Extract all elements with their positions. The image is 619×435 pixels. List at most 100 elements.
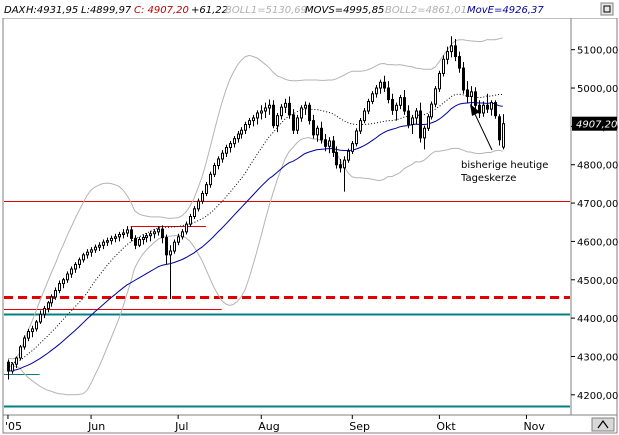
candle (15, 356, 18, 368)
candle (430, 101, 433, 120)
header-low: L:4899,97 (81, 5, 132, 16)
candle-body-up (252, 117, 255, 122)
candle (434, 86, 437, 108)
candle (332, 135, 335, 158)
candle (371, 91, 374, 105)
candle-body-up (74, 263, 77, 270)
candle (450, 36, 453, 58)
candle-body-up (201, 192, 204, 202)
candle (169, 245, 172, 299)
bollinger-upper-line (7, 37, 503, 360)
candle-body-up (102, 241, 105, 246)
x-axis-ticks: '05 Jun Jul Aug Sep Okt Nov (5, 415, 545, 433)
candle-body-up (39, 313, 42, 323)
candle-body-up (82, 254, 85, 261)
candle (399, 94, 402, 110)
candle-body-down (466, 89, 469, 97)
candle-body-up (229, 143, 232, 148)
candle-body-down (407, 110, 410, 125)
bollinger-lower-line (7, 136, 503, 396)
candle (442, 55, 445, 77)
x-axis-panel (2, 414, 618, 434)
last-price-box-bg (572, 116, 617, 131)
candle-body-up (173, 241, 176, 252)
candle-body-up (106, 240, 109, 243)
candle (438, 70, 441, 92)
candle-body-up (118, 234, 121, 238)
candle-body-down (292, 114, 295, 131)
candle-body-up (114, 236, 117, 239)
candle-body-up (276, 115, 279, 127)
candle (54, 287, 57, 300)
corner-icon[interactable] (591, 417, 615, 432)
candle-body-down (272, 104, 275, 127)
header-symbol: DAX (4, 5, 27, 16)
candle-body-up (78, 259, 81, 265)
candle-body-down (7, 361, 10, 372)
candle (205, 181, 208, 197)
candle-body-up (411, 117, 414, 125)
candle (181, 229, 184, 240)
candle-body-down (339, 164, 342, 169)
candle-body-down (332, 140, 335, 153)
candle-body-up (379, 81, 382, 89)
header-change: +61,22 (191, 5, 228, 16)
candle-body-up (217, 158, 220, 166)
candle-body-up (70, 268, 73, 275)
window-control-icon[interactable] (600, 2, 614, 16)
candle (296, 114, 299, 135)
candle-body-down (130, 229, 133, 239)
candle-body-up (142, 237, 145, 241)
candle-body-up (149, 233, 152, 237)
candle-body-up (11, 363, 14, 372)
candle (233, 135, 236, 148)
candle-body-up (284, 102, 287, 108)
candle (102, 239, 105, 250)
candle-body-up (355, 130, 358, 145)
candle (7, 359, 10, 380)
candle (240, 127, 243, 139)
candle (134, 235, 137, 250)
candle-body-up (328, 140, 331, 147)
y-axis-panel (570, 17, 618, 416)
candle (39, 310, 42, 324)
annotation-arrowhead (470, 104, 480, 116)
candle-body-up (268, 104, 271, 109)
candle (284, 98, 287, 113)
last-price-label: 4907,20 (576, 120, 617, 131)
y-tick-label: 4700,00 (577, 199, 618, 210)
candle-body-down (391, 99, 394, 111)
candle-body-up (304, 104, 307, 109)
y-tick-label: 4500,00 (577, 276, 618, 287)
y-tick-label: 4600,00 (577, 237, 618, 248)
candle (43, 305, 46, 319)
candle-body-up (98, 244, 101, 248)
candle (201, 190, 204, 204)
candle-body-up (15, 357, 18, 365)
candle (90, 247, 93, 257)
candle (106, 237, 109, 247)
candle (415, 107, 418, 125)
candle-body-down (161, 228, 164, 239)
candle (403, 89, 406, 115)
candle-body-up (434, 88, 437, 105)
candle-body-up (415, 110, 418, 119)
candle-body-up (375, 87, 378, 95)
candle (359, 117, 362, 135)
candle-body-up (248, 120, 251, 125)
candle (375, 84, 378, 98)
candle (320, 121, 323, 144)
candle-body-up (442, 58, 445, 74)
candle (458, 51, 461, 73)
x-tick-label: Aug (258, 420, 279, 433)
candle (335, 146, 338, 169)
candle-body-up (438, 72, 441, 90)
y-tick-label: 4200,00 (577, 391, 618, 402)
header-boll1: BOLL1=5130,69 (225, 5, 307, 16)
candle (395, 102, 398, 121)
candle-body-down (335, 151, 338, 166)
candle-body-up (66, 273, 69, 281)
candle-body-up (221, 152, 224, 160)
candle-body-up (300, 107, 303, 119)
candle (70, 266, 73, 278)
